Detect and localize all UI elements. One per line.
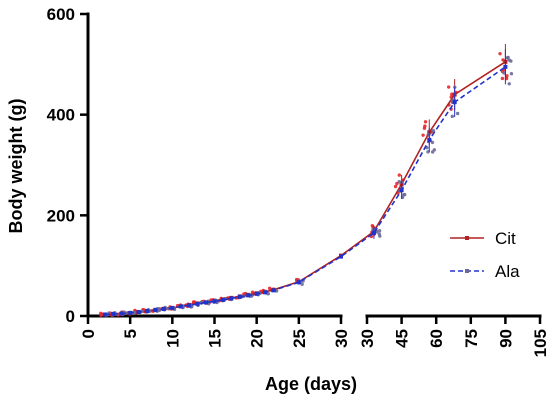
data-point (377, 229, 382, 233)
mean-marker (170, 305, 175, 310)
data-point (377, 232, 381, 236)
series-group (99, 44, 514, 318)
mean-marker (254, 291, 259, 296)
mean-marker (503, 64, 508, 69)
mean-marker (145, 308, 150, 313)
data-point (423, 124, 427, 128)
data-point (505, 74, 509, 78)
x-tick-label: 60 (427, 329, 446, 348)
data-point (395, 181, 399, 186)
mean-marker (204, 300, 209, 305)
mean-marker (237, 294, 242, 299)
mean-marker (246, 293, 251, 298)
mean-marker (220, 297, 225, 302)
axes: 0 200 400 600 0 5 10 15 20 25 30 30 45 60 75 90 105 (47, 5, 550, 357)
mean-marker (153, 307, 158, 312)
data-point (446, 85, 451, 89)
data-point (157, 308, 162, 313)
mean-marker (296, 280, 301, 285)
y-tick-label: 600 (47, 5, 75, 24)
data-point (300, 282, 304, 286)
legend-label-cit: Cit (495, 229, 516, 248)
legend-label-ala: Ala (495, 262, 520, 281)
data-point (455, 111, 460, 116)
data-point (99, 311, 103, 316)
x-tick-label: 5 (121, 329, 140, 338)
y-tick-label: 0 (66, 307, 75, 326)
series-cit (99, 44, 509, 317)
mean-marker (212, 299, 217, 304)
data-point (506, 55, 510, 60)
data-point (250, 290, 255, 294)
data-point (191, 300, 196, 304)
legend-item-cit: Cit (450, 229, 516, 248)
x-tick-label: 90 (496, 329, 515, 348)
mean-marker (427, 137, 432, 142)
y-tick-label: 200 (47, 206, 75, 225)
mean-marker (119, 311, 124, 316)
mean-marker (128, 310, 133, 315)
mean-marker (263, 290, 268, 295)
x-tick-label: 10 (163, 329, 182, 348)
x-tick-label: 30 (332, 329, 351, 348)
legend-marker-ala (465, 269, 469, 273)
data-point (509, 59, 513, 63)
mean-marker (187, 303, 192, 308)
mean-marker (178, 304, 183, 309)
data-point (421, 133, 425, 137)
data-point (403, 192, 407, 197)
data-point (267, 286, 272, 291)
mean-marker (195, 301, 200, 306)
mean-marker (339, 254, 343, 259)
labels: Age (days) Body weight (g) (6, 99, 357, 394)
data-point (397, 173, 402, 177)
data-point (393, 184, 398, 189)
series-ala (102, 49, 514, 318)
mean-marker (229, 296, 234, 301)
mean-marker (111, 311, 116, 316)
mean-marker (271, 288, 276, 293)
legend: Cit Ala (450, 229, 520, 281)
data-point (500, 76, 505, 81)
x-tick-label: 75 (462, 329, 481, 348)
y-tick-label: 400 (47, 106, 75, 125)
x-tick-label: 0 (79, 329, 98, 338)
legend-marker-cit (465, 236, 469, 240)
x-axis-title: Age (days) (265, 374, 357, 394)
data-point (450, 114, 454, 119)
data-point (423, 120, 428, 124)
x-tick-label: 15 (206, 329, 225, 348)
data-point (450, 92, 454, 96)
x-tick-label: 30 (358, 329, 377, 348)
series-line (104, 61, 506, 316)
y-axis-title: Body weight (g) (6, 99, 26, 234)
data-point (430, 150, 435, 154)
x-tick-label: 45 (393, 329, 412, 348)
data-point (430, 140, 435, 145)
mean-marker (371, 230, 376, 235)
data-point (431, 129, 436, 133)
series-line (104, 66, 506, 316)
data-point (509, 72, 514, 76)
mean-marker (102, 312, 107, 317)
mean-marker (161, 306, 166, 311)
data-point (498, 51, 502, 56)
x-tick-label: 25 (290, 329, 309, 348)
x-tick-label: 20 (248, 329, 267, 348)
mean-marker (399, 188, 404, 193)
data-point (507, 82, 511, 86)
x-tick-label: 105 (531, 329, 550, 357)
mean-marker (452, 100, 457, 105)
legend-item-ala: Ala (450, 262, 520, 281)
mean-marker (136, 309, 141, 314)
data-point (165, 306, 170, 311)
